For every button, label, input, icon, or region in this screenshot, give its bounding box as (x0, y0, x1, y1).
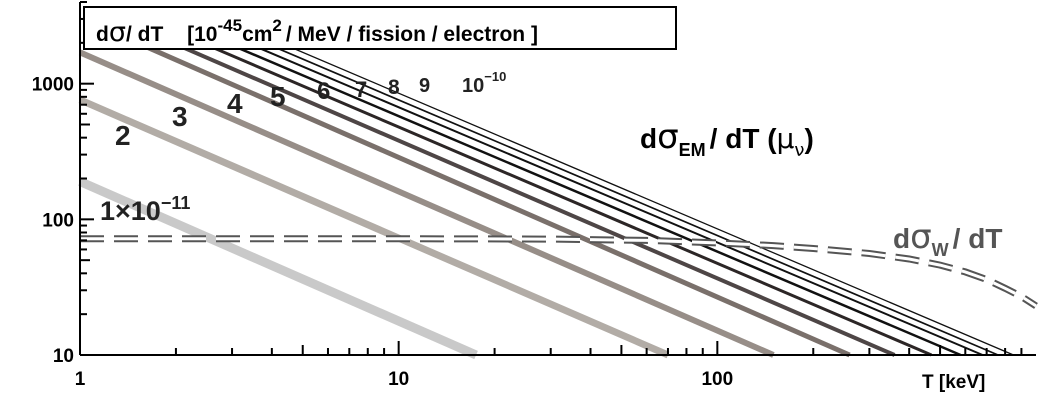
em-curve-8 (227, 33, 983, 356)
weak-label-sub: W (932, 240, 949, 260)
em-curve-2 (78, 96, 670, 359)
em-curve-5 (152, 32, 896, 357)
em-curve-10 (260, 34, 1014, 356)
em-label-mu: μ (777, 122, 795, 155)
title-units-mid: cm (242, 23, 272, 46)
curve-label-4: 4 (227, 88, 243, 119)
title-units-pre: [10 (187, 23, 217, 46)
curve-label-2: 2 (115, 120, 131, 151)
em-curve-4 (117, 32, 851, 358)
em-curve-label: dσEM / dT (μν) (640, 117, 814, 161)
title-d: d (96, 23, 109, 46)
curve-label-6: 6 (317, 78, 330, 105)
em-curves (78, 32, 1014, 360)
curve-label-8: 8 (388, 76, 400, 99)
em-label-suffix: / dT ( (710, 123, 778, 154)
title-sigma: σ (109, 17, 126, 48)
x-tick-label: 100 (701, 369, 733, 390)
y-tick-label: 10 (53, 346, 74, 367)
em-curve-9 (244, 33, 999, 356)
title-units-exp2: 2 (272, 16, 281, 35)
x-tick-label: 1 (75, 369, 86, 390)
title-units-post: / MeV / fission / electron ] (286, 23, 538, 46)
em-curve-7 (206, 33, 962, 357)
weak-label-suffix: / dT (953, 223, 1003, 254)
curve-label-9: 9 (419, 75, 430, 97)
curve-label-10: 10−10 (462, 69, 506, 97)
x-tick-label: 10 (388, 369, 409, 390)
em-label-nu: ν (794, 140, 804, 161)
em-label-sigma: σ (657, 117, 679, 157)
em-curve-1 (78, 177, 478, 360)
x-axis-label: T [keV] (922, 372, 985, 393)
title-units-exp: -45 (217, 16, 242, 35)
weak-label-d: d (893, 223, 910, 254)
curve-label-3: 3 (172, 101, 188, 132)
chart-title: dσ/ dT [10-45cm2 / MeV / fission / electr… (83, 6, 677, 50)
em-label-close: ) (804, 123, 813, 154)
y-tick-label: 1000 (32, 75, 74, 96)
curve-label-7: 7 (355, 77, 367, 102)
title-box (83, 6, 677, 50)
weak-curve-inner (80, 237, 1037, 308)
title-rest: / dT (126, 23, 163, 46)
em-curve-3 (78, 49, 775, 358)
em-curve-6 (182, 33, 933, 357)
em-label-d: d (640, 123, 657, 154)
svg-text:dσ/ dT [10-45cm2/ MeV /: dσ/ dT [10-45cm2 / MeV / fission / electr… (96, 16, 538, 48)
curve-labels: 1×10−11 2 3 4 5 6 7 8 9 10−10 (100, 69, 506, 226)
curve-label-5: 5 (270, 81, 286, 112)
curve-label-1: 1×10−11 (100, 193, 190, 226)
weak-curve-label: dσW / dT (893, 217, 1002, 260)
weak-label-sigma: σ (910, 217, 932, 257)
weak-curve-group (80, 235, 1038, 309)
em-label-sub: EM (679, 140, 706, 160)
y-tick-label: 100 (42, 210, 74, 231)
